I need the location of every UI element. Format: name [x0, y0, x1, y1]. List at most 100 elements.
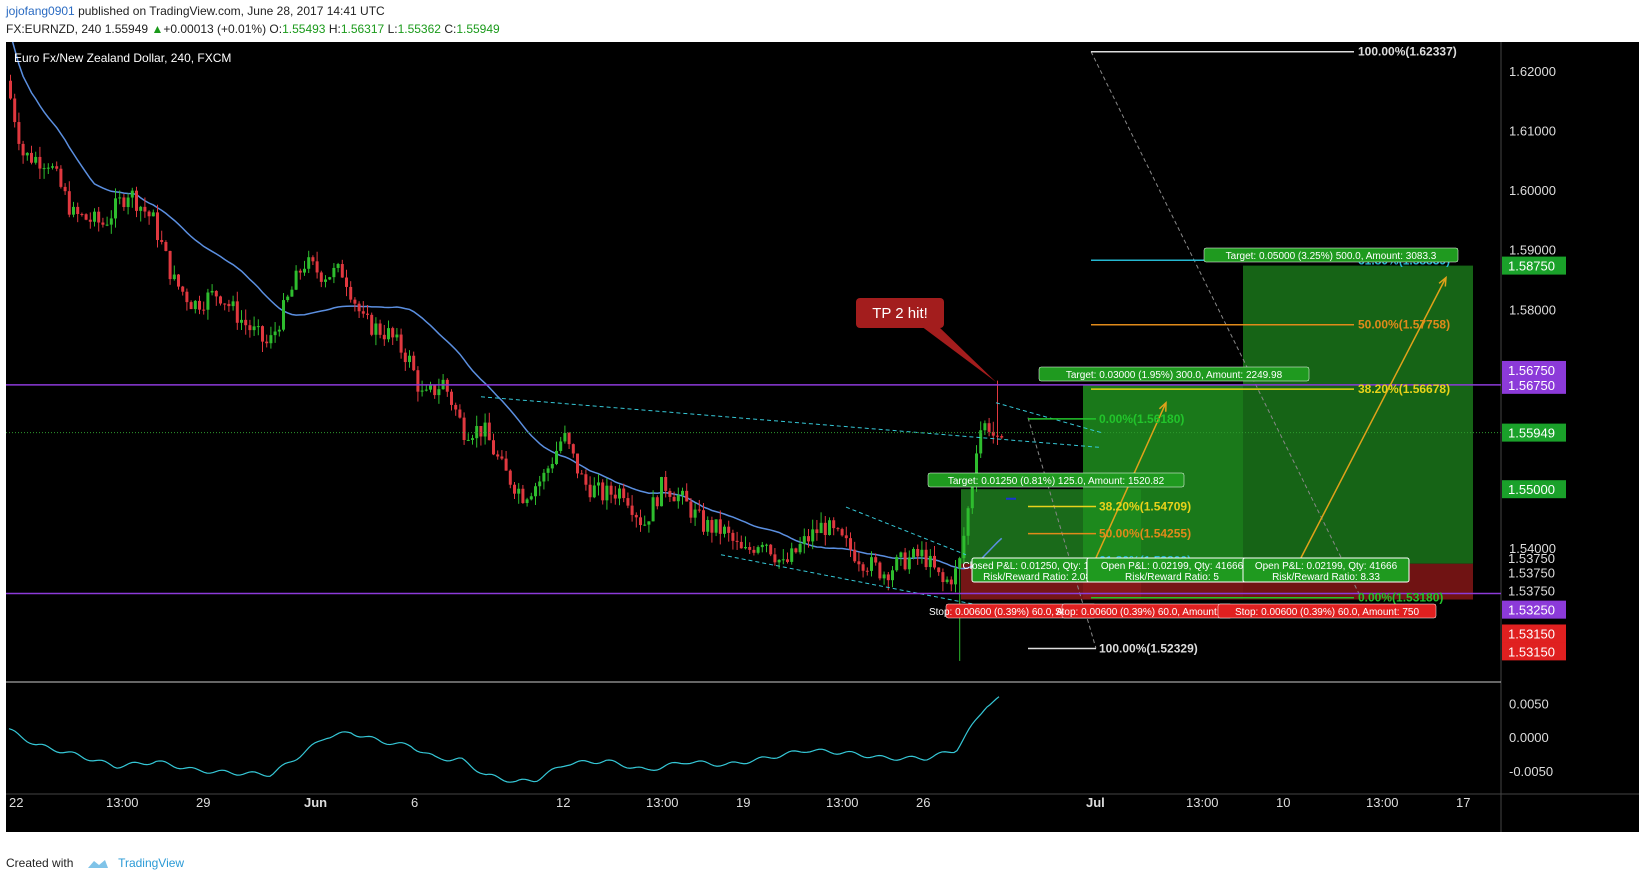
candle: [269, 326, 273, 349]
candle: [920, 541, 924, 564]
candle: [471, 434, 474, 445]
candle-body: [466, 439, 470, 441]
candle-body: [51, 166, 54, 168]
candle: [639, 509, 642, 532]
chart-area[interactable]: 0.00%(1.56180) 38.20%(1.54709) 50.00%(1.54…: [6, 33, 1639, 832]
candle: [387, 320, 390, 343]
candle: [101, 217, 105, 228]
time-axis: 22 13:00 29 Jun 6 12 13:00 19 13:00 26 Jul 13:00 10 1…: [9, 795, 1470, 810]
candle-body: [525, 499, 529, 504]
candle: [374, 317, 378, 346]
candle: [21, 140, 25, 164]
candle-body: [185, 291, 189, 303]
candle-body: [630, 505, 634, 515]
candle-body: [67, 191, 71, 215]
candle-body: [164, 241, 168, 251]
candle: [97, 206, 101, 232]
candle-body: [849, 538, 852, 550]
time-tick-label: 12: [556, 795, 570, 810]
position3-target-label-box: [1203, 247, 1459, 263]
tradingview-link[interactable]: TradingView: [118, 856, 185, 870]
price-tag-bg: [1502, 360, 1566, 379]
candle: [151, 209, 155, 217]
candle: [630, 495, 634, 522]
candle: [231, 295, 235, 311]
candle-body: [996, 435, 999, 437]
candle-body: [891, 570, 894, 581]
tp-callout: TP 2 hit!: [856, 298, 996, 382]
candle: [147, 210, 151, 225]
candle-body: [307, 257, 311, 269]
candle-body: [983, 423, 987, 431]
chart-svg[interactable]: 0.00%(1.56180) 38.20%(1.54709) 50.00%(1.54…: [6, 33, 1639, 832]
candle-body: [760, 544, 764, 548]
candle: [823, 515, 827, 546]
osc-tick-label: 0.0050: [1509, 696, 1549, 711]
price-tick-label: 1.58000: [1509, 302, 1556, 317]
candle: [198, 295, 201, 315]
candle-body: [387, 328, 390, 340]
candle-body: [357, 303, 361, 312]
candle: [479, 425, 483, 446]
candle-body: [135, 190, 138, 211]
candle: [25, 152, 29, 161]
candle: [290, 286, 294, 297]
time-tick-label: 10: [1276, 795, 1290, 810]
candle-body: [391, 328, 395, 338]
candle-body: [723, 526, 726, 534]
candle-body: [882, 574, 886, 579]
candle: [475, 415, 479, 448]
tp-callout-pointer: [921, 326, 996, 382]
candle-body: [420, 390, 424, 392]
candle: [202, 301, 206, 315]
candle: [567, 431, 571, 449]
candle-body: [63, 186, 67, 192]
candle-body: [147, 211, 151, 217]
candle-body: [916, 548, 920, 557]
candle-body: [954, 568, 957, 585]
candle: [840, 527, 844, 537]
candle: [618, 484, 621, 506]
candle: [706, 516, 710, 536]
candle: [773, 548, 777, 566]
candle: [349, 281, 353, 303]
position2-stop-label-text: Stop: 0.00600 (0.39%) 60.0, Amount: 450: [1055, 607, 1239, 618]
candle-body: [756, 547, 760, 553]
candle-body: [105, 224, 109, 226]
position2-stop-label: Stop: 0.00600 (0.39%) 60.0, Amount: 450: [1055, 603, 1239, 619]
candle: [891, 565, 894, 588]
candle: [626, 492, 630, 509]
candle: [391, 326, 395, 346]
position1-target-label-text: Target: 0.01250 (0.81%) 125.0, Amount: 1…: [948, 476, 1165, 487]
candle: [605, 478, 609, 510]
close-label: C:: [444, 22, 457, 36]
candle-body: [576, 453, 579, 474]
candle-body: [198, 300, 201, 310]
candle: [235, 291, 239, 330]
candle: [815, 519, 819, 541]
candle: [563, 425, 567, 444]
candle-body: [592, 485, 596, 498]
candle: [424, 384, 428, 392]
candle: [504, 451, 508, 471]
candle: [739, 535, 743, 549]
candle: [227, 299, 231, 312]
time-tick-label: 17: [1456, 795, 1470, 810]
candle-body: [202, 309, 206, 311]
candle: [72, 201, 75, 218]
candle-body: [823, 522, 827, 536]
candle-body: [660, 477, 663, 507]
author-link[interactable]: jojofang0901: [6, 4, 75, 18]
candle-body: [664, 477, 668, 491]
candle: [949, 576, 953, 592]
candle-body: [605, 485, 609, 501]
candle: [592, 477, 596, 499]
time-tick-label: Jun: [304, 795, 327, 810]
candle: [143, 197, 147, 218]
position3-target-label-text: Target: 0.05000 (3.25%) 500.0, Amount: 3…: [1226, 251, 1437, 262]
candle: [697, 499, 701, 513]
candle: [790, 542, 794, 565]
candle-body: [328, 277, 332, 280]
candle: [702, 502, 705, 535]
candle: [324, 275, 327, 288]
